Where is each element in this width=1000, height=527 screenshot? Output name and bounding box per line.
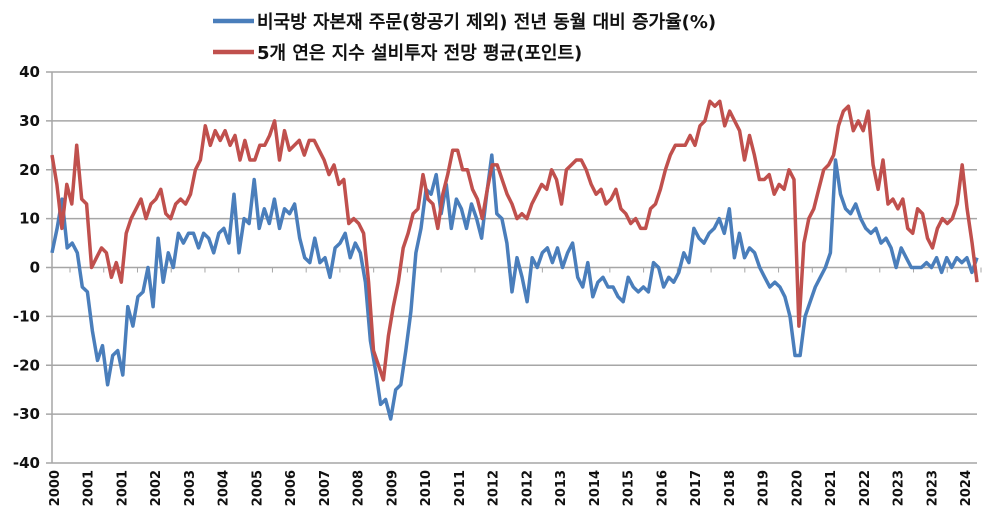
x-tick-label: 2001 <box>115 470 130 506</box>
x-tick-label: 2011 <box>453 470 468 506</box>
x-tick-label: 2001 <box>82 470 97 506</box>
x-tick-label: 2009 <box>385 470 400 506</box>
y-tick-label: 20 <box>19 161 40 179</box>
y-tick-label: -30 <box>13 405 40 423</box>
x-tick-label: 2019 <box>757 470 772 506</box>
x-tick-label: 2004 <box>217 470 232 506</box>
x-tick-label: 2010 <box>419 470 434 506</box>
x-tick-label: 2017 <box>689 470 704 506</box>
x-tick-label: 2018 <box>723 470 738 506</box>
gridlines <box>46 71 977 464</box>
legend: 비국방 자본재 주문(항공기 제외) 전년 동월 대비 증가율(%) 5개 연은… <box>213 12 716 64</box>
x-tick-label: 2000 <box>48 470 63 506</box>
x-tick-label: 2003 <box>183 470 198 506</box>
y-tick-label: 30 <box>19 112 40 130</box>
x-tick-label: 2008 <box>352 470 367 506</box>
legend-label-capital-goods: 비국방 자본재 주문(항공기 제외) 전년 동월 대비 증가율(%) <box>257 12 716 33</box>
y-axis-ticks: 40 30 20 10 0 -10 -20 -30 -40 <box>13 63 40 472</box>
x-axis: 2000 2001 2001 2002 2003 2004 2005 2006 2007 2008… <box>48 267 982 506</box>
x-tick-label: 2021 <box>824 470 839 506</box>
y-tick-label: 10 <box>19 210 40 228</box>
x-tick-label: 2012 <box>487 470 502 506</box>
x-tick-label: 2007 <box>318 470 333 506</box>
x-tick-label: 2023 <box>925 470 940 506</box>
y-tick-label: -10 <box>13 307 40 325</box>
x-tick-label: 2015 <box>622 470 637 506</box>
x-tick-label: 2014 <box>588 470 603 506</box>
x-tick-label: 2023 <box>892 470 907 506</box>
y-tick-label: 40 <box>19 63 40 81</box>
x-tick-label: 2016 <box>655 470 670 506</box>
x-tick-label: 2002 <box>149 470 164 506</box>
series-line-1 <box>50 99 979 382</box>
x-tick-label: 2013 <box>554 470 569 506</box>
x-tick-label: 2005 <box>250 470 265 506</box>
series-line-0 <box>50 153 979 421</box>
series-lines <box>50 99 979 421</box>
x-tick-label: 2006 <box>284 470 299 506</box>
x-tick-label: 2022 <box>858 470 873 506</box>
legend-label-fed-capex: 5개 연은 지수 설비투자 전망 평균(포인트) <box>257 43 582 64</box>
x-tick-label: 2020 <box>790 470 805 506</box>
y-tick-label: -20 <box>13 356 40 374</box>
x-tick-label: 2012 <box>520 470 535 506</box>
y-tick-label: 0 <box>30 259 40 277</box>
x-tick-label: 2024 <box>959 470 974 506</box>
y-tick-label: -40 <box>13 454 40 472</box>
